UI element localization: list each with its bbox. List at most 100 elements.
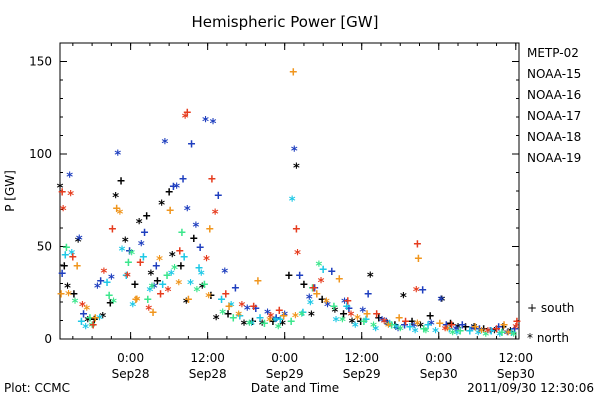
noaa-18-south-point: + (206, 222, 214, 237)
noaa-19-south-point: + (413, 237, 421, 252)
noaa-19-north-point: * (317, 276, 325, 291)
noaa-16-south-point: + (508, 326, 516, 341)
noaa-16-north-point: * (68, 248, 76, 263)
noaa-15-north-point: * (452, 324, 460, 339)
noaa-16-north-point: * (351, 320, 359, 335)
metp-02-north-point: * (240, 319, 248, 334)
noaa-17-south-point: + (163, 268, 171, 283)
metp-02-north-point: * (99, 311, 107, 326)
noaa-18-north-point: * (354, 313, 362, 328)
noaa-17-south-point: + (498, 326, 506, 341)
noaa-18-south-point: + (166, 204, 174, 219)
noaa-15-south-point: + (364, 287, 372, 302)
noaa-15-north-point: * (324, 300, 332, 315)
noaa-19-north-point: * (512, 322, 520, 337)
noaa-16-north-point: * (496, 330, 504, 345)
metp-02-north-point: * (212, 313, 220, 328)
noaa-17-north-point: * (370, 320, 378, 335)
metp-02-south-point: + (249, 315, 257, 330)
noaa-17-south-point: + (309, 281, 317, 296)
noaa-15-north-point: * (173, 182, 181, 197)
noaa-15-south-point: + (382, 315, 390, 330)
x-tick-time-label: 0:00 (271, 351, 298, 365)
noaa-15-north-point: * (427, 319, 435, 334)
metp-02-north-point: * (507, 326, 515, 341)
noaa-15-north-point: * (290, 145, 298, 160)
x-tick-date-label: Sep28 (189, 367, 227, 381)
noaa-15-south-point: + (169, 179, 177, 194)
noaa-18-north-point: * (478, 326, 486, 341)
metp-02-north-point: * (470, 322, 478, 337)
noaa-15-north-point: * (221, 267, 229, 282)
metp-02-north-point: * (64, 282, 72, 297)
noaa-16-north-point: * (306, 298, 314, 313)
y-tick-label: 50 (37, 240, 52, 254)
noaa-15-south-point: + (458, 318, 466, 333)
metp-02-north-point: * (454, 322, 462, 337)
noaa-16-south-point: + (386, 316, 394, 331)
noaa-15-south-point: + (345, 302, 353, 317)
legend-noaa-15: NOAA-15 (527, 67, 581, 81)
noaa-19-south-point: + (89, 318, 97, 333)
noaa-19-south-point: + (373, 307, 381, 322)
legend-noaa-19: NOAA-19 (527, 151, 581, 165)
x-axis-label: Date and Time (251, 381, 339, 395)
noaa-15-north-point: * (281, 309, 289, 324)
noaa-16-north-point: * (227, 300, 235, 315)
noaa-17-south-point: + (178, 226, 186, 241)
y-tick-label: 150 (29, 55, 52, 69)
noaa-16-south-point: + (466, 324, 474, 339)
noaa-19-north-point: * (267, 311, 275, 326)
noaa-19-north-point: * (441, 324, 449, 339)
noaa-15-north-point: * (192, 220, 200, 235)
x-tick-date-label: Sep29 (343, 367, 381, 381)
noaa-18-north-point: * (235, 309, 243, 324)
noaa-19-south-point: + (493, 322, 501, 337)
noaa-19-north-point: * (203, 254, 211, 269)
noaa-15-south-point: + (419, 283, 427, 298)
metp-02-south-point: + (447, 316, 455, 331)
legend-noaa-17: NOAA-17 (527, 109, 581, 123)
noaa-16-south-point: + (343, 300, 351, 315)
metp-02-north-point: * (168, 250, 176, 265)
noaa-18-north-point: * (413, 319, 421, 334)
noaa-15-north-point: * (150, 282, 158, 297)
metp-02-south-point: + (499, 320, 507, 335)
metp-02-north-point: * (400, 291, 408, 306)
noaa-18-south-point: + (91, 311, 99, 326)
noaa-18-north-point: * (116, 208, 124, 223)
noaa-15-north-point: * (161, 137, 169, 152)
noaa-19-south-point: + (208, 172, 216, 187)
metp-02-south-point: + (285, 268, 293, 283)
noaa-19-south-point: + (222, 287, 230, 302)
noaa-19-south-point: + (58, 185, 66, 200)
noaa-17-south-point: + (229, 311, 237, 326)
noaa-18-north-point: * (291, 311, 299, 326)
noaa-17-south-point: + (388, 318, 396, 333)
x-tick-time-label: 12:00 (190, 351, 225, 365)
noaa-17-north-point: * (482, 330, 490, 345)
noaa-15-south-point: + (311, 281, 319, 296)
x-axis: 0:00 Sep28 12:00 Sep28 0:00 Sep29 12:00 Sep29 0:… (72, 43, 535, 381)
noaa-19-south-point: + (402, 315, 410, 330)
noaa-19-north-point: * (211, 208, 219, 223)
noaa-19-north-point: * (59, 204, 67, 219)
plot-timestamp: 2011/09/30 12:30:06 (467, 381, 594, 395)
noaa-19-south-point: + (136, 255, 144, 270)
north-symbol-label: * north (527, 331, 569, 345)
noaa-19-south-point: + (109, 222, 117, 237)
metp-02-north-point: * (135, 217, 143, 232)
y-axis-label: P [GW] (3, 170, 17, 212)
metp-02-north-point: * (258, 319, 266, 334)
noaa-15-south-point: + (126, 244, 134, 259)
noaa-16-south-point: + (195, 261, 203, 276)
legend-noaa-16: NOAA-16 (527, 88, 581, 102)
noaa-17-north-point: * (245, 319, 253, 334)
noaa-18-south-point: + (335, 272, 343, 287)
x-tick-date-label: Sep30 (420, 367, 458, 381)
noaa-15-north-point: * (468, 324, 476, 339)
noaa-18-south-point: + (73, 259, 81, 274)
metp-02-south-point: + (375, 311, 383, 326)
noaa-17-north-point: * (171, 263, 179, 278)
